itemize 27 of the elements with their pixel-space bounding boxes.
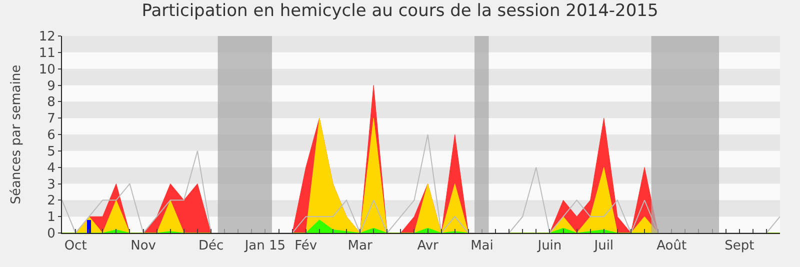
y-tick-label: 9 bbox=[47, 78, 56, 94]
x-tick-label: Août bbox=[656, 238, 687, 254]
x-tick-label: Fév bbox=[294, 238, 318, 254]
x-tick-label: Juin bbox=[536, 238, 562, 254]
y-tick-label: 12 bbox=[38, 30, 56, 45]
y-tick-label: 3 bbox=[47, 177, 56, 192]
x-tick-label: Juil bbox=[593, 238, 614, 254]
x-tick-label: Mar bbox=[348, 238, 373, 254]
x-tick-label: Jan 15 bbox=[244, 238, 286, 254]
y-tick-label: 5 bbox=[47, 144, 56, 160]
y-tick-label: 2 bbox=[47, 194, 56, 209]
y-tick-label: 8 bbox=[47, 95, 56, 110]
y-tick-label: 1 bbox=[47, 210, 56, 226]
x-tick-label: Déc bbox=[198, 238, 224, 254]
x-tick-label: Nov bbox=[130, 238, 156, 254]
x-tick-label: Sept bbox=[724, 238, 754, 254]
y-tick-label: 11 bbox=[38, 46, 56, 61]
y-axis-title: Séances par semaine bbox=[8, 64, 24, 204]
chart-title: Participation en hemicycle au cours de la session 2014-2015 bbox=[142, 0, 658, 21]
y-tick-label: 6 bbox=[47, 128, 56, 144]
x-tick-label: Avr bbox=[417, 238, 440, 254]
y-tick-label: 7 bbox=[47, 112, 56, 127]
y-tick-label: 10 bbox=[38, 62, 56, 78]
x-tick-label: Mai bbox=[470, 238, 494, 254]
y-tick-label: 0 bbox=[47, 226, 56, 242]
x-tick-label: Oct bbox=[64, 238, 87, 254]
y-tick-label: 4 bbox=[47, 160, 56, 176]
